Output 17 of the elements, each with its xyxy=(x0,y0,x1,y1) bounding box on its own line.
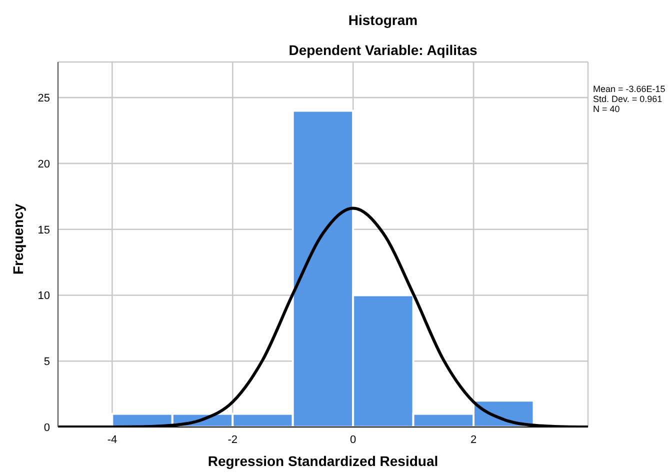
x-tick-label: -2 xyxy=(228,434,238,446)
x-tick-label: 0 xyxy=(350,434,356,446)
y-tick-label: 20 xyxy=(38,158,50,170)
chart-title: Histogram xyxy=(347,12,419,28)
y-tick-label: 0 xyxy=(44,422,50,434)
text: Mean = -3.66E-15 xyxy=(593,84,666,94)
x-axis-title: Regression Standardized Residual xyxy=(208,453,438,469)
text: Std. Dev. = 0.961 xyxy=(593,94,664,104)
x-tick-label: -4 xyxy=(107,434,118,446)
chart-subtitle: Dependent Variable: Aqilitas xyxy=(288,42,478,58)
y-tick-label: 15 xyxy=(38,224,50,236)
y-tick-label: 25 xyxy=(38,92,50,104)
y-tick-label: 5 xyxy=(44,356,50,368)
x-tick-label: 2 xyxy=(470,434,477,446)
y-tick-label: 10 xyxy=(38,290,50,302)
y-axis-title: Frequency xyxy=(10,203,26,274)
text: N = 40 xyxy=(593,104,621,114)
